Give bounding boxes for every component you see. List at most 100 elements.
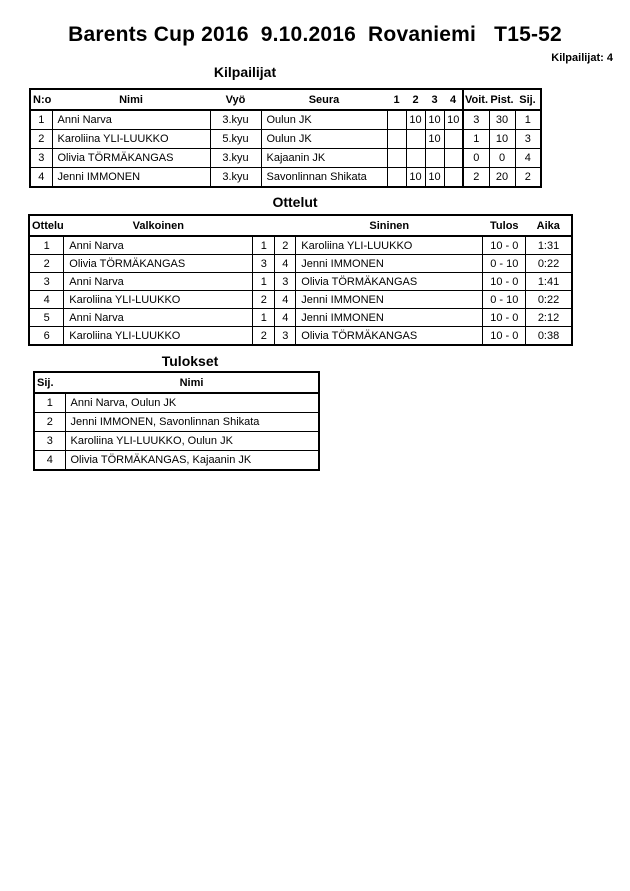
- cell: 4: [514, 148, 542, 168]
- column-header-nimi: Nimi: [65, 372, 319, 394]
- cell: [386, 148, 407, 168]
- column-header-valkoinen: Valkoinen: [63, 215, 253, 237]
- cell: Oulun JK: [260, 129, 388, 149]
- cell: 0: [488, 148, 516, 168]
- cell: Anni Narva, Oulun JK: [64, 392, 320, 413]
- cell: [405, 129, 426, 149]
- cell: 2: [33, 412, 66, 432]
- tulokset-table: Sij. Nimi 1 Anni Narva, Oulun JK 2 Jenni IMMO…: [33, 371, 320, 471]
- cell: [443, 129, 464, 149]
- cell: 1: [462, 129, 490, 149]
- cell: 3: [274, 326, 297, 346]
- table-row: 1 Anni Narva 3.kyu Oulun JK 10 10 10 3 30 1: [29, 109, 542, 130]
- column-header-vy: Vyö: [210, 89, 261, 111]
- cell: 3: [33, 431, 66, 451]
- cell: Karoliina YLI-LUUKKO: [295, 235, 484, 255]
- section-heading-ottelut: Ottelut: [272, 194, 318, 210]
- cell: [424, 148, 445, 168]
- cell: 2: [514, 167, 542, 188]
- cell: 0:22: [525, 290, 573, 309]
- cell: 10 - 0: [482, 326, 527, 346]
- cell: 10 - 0: [482, 235, 527, 255]
- competitors-count-label: Kilpailijat: 4: [551, 52, 613, 64]
- cell: 10 - 0: [482, 308, 527, 327]
- table-row: 2 Olivia TÖRMÄKANGAS 3 4 Jenni IMMONEN 0 - 10…: [28, 254, 573, 273]
- cell: 6: [28, 326, 65, 346]
- cell: Olivia TÖRMÄKANGAS: [63, 254, 254, 273]
- cell: 1: [33, 392, 66, 413]
- cell: 0 - 10: [482, 290, 527, 309]
- cell: Karoliina YLI-LUUKKO, Oulun JK: [64, 431, 320, 451]
- column-header-sij: Sij.: [515, 89, 541, 111]
- cell: 5: [28, 308, 65, 327]
- cell: 4: [274, 254, 297, 273]
- column-header-blank: [252, 215, 275, 237]
- cell: 3: [252, 254, 276, 273]
- table-row: 3 Karoliina YLI-LUUKKO, Oulun JK: [33, 431, 320, 451]
- column-header-4: 4: [444, 89, 463, 111]
- column-header-seura: Seura: [261, 89, 387, 111]
- cell: [443, 167, 464, 188]
- cell: Oulun JK: [260, 109, 388, 130]
- cell: 2: [28, 254, 65, 273]
- cell: 4: [274, 290, 297, 309]
- cell: Olivia TÖRMÄKANGAS, Kajaanin JK: [64, 450, 320, 471]
- column-header-n-o: N:o: [30, 89, 52, 111]
- cell: Savonlinnan Shikata: [260, 167, 388, 188]
- cell: 3.kyu: [209, 167, 262, 188]
- cell: 10: [424, 167, 445, 188]
- cell: 10: [424, 129, 445, 149]
- cell: 3: [28, 272, 65, 291]
- cell: 1: [252, 235, 276, 255]
- cell: 2: [252, 326, 276, 346]
- cell: 3: [514, 129, 542, 149]
- cell: Anni Narva: [63, 308, 254, 327]
- table-row: 3 Olivia TÖRMÄKANGAS 3.kyu Kajaanin JK 0 0 4: [29, 148, 542, 168]
- cell: 20: [488, 167, 516, 188]
- cell: [443, 148, 464, 168]
- column-header-pist: Pist.: [489, 89, 515, 111]
- cell: 4: [33, 450, 66, 471]
- kilpailijat-table: N:o Nimi Vyö Seura 1 2 3 4 Voit. Pist. Sij. 1 Anni N…: [29, 88, 542, 188]
- cell: 3: [29, 148, 53, 168]
- cell: Olivia TÖRMÄKANGAS: [51, 148, 211, 168]
- cell: 0 - 10: [482, 254, 527, 273]
- cell: [405, 148, 426, 168]
- table-row: 5 Anni Narva 1 4 Jenni IMMONEN 10 - 0 2:12: [28, 308, 573, 327]
- cell: [386, 129, 407, 149]
- cell: 10 - 0: [482, 272, 527, 291]
- cell: 0:38: [525, 326, 573, 346]
- column-header-blank: [274, 215, 296, 237]
- cell: 4: [29, 167, 53, 188]
- cell: 5.kyu: [209, 129, 262, 149]
- cell: 10: [405, 167, 426, 188]
- table-row: 4 Olivia TÖRMÄKANGAS, Kajaanin JK: [33, 450, 320, 471]
- cell: 1: [252, 272, 276, 291]
- column-header-2: 2: [406, 89, 425, 111]
- cell: 10: [424, 109, 445, 130]
- cell: Jenni IMMONEN, Savonlinnan Shikata: [64, 412, 320, 432]
- header-row: Sij. Nimi: [34, 372, 319, 394]
- column-header-1: 1: [387, 89, 406, 111]
- cell: Olivia TÖRMÄKANGAS: [295, 326, 484, 346]
- cell: 1: [252, 308, 276, 327]
- cell: [386, 167, 407, 188]
- cell: Anni Narva: [63, 235, 254, 255]
- column-header-ottelu: Ottelu: [29, 215, 64, 237]
- cell: 2:12: [525, 308, 573, 327]
- cell: Karoliina YLI-LUUKKO: [63, 290, 254, 309]
- cell: 10: [488, 129, 516, 149]
- table-row: 4 Jenni IMMONEN 3.kyu Savonlinnan Shikata 10…: [29, 167, 542, 188]
- page-title: Barents Cup 2016 9.10.2016 Rovaniemi T15…: [68, 23, 562, 46]
- cell: 3.kyu: [209, 109, 262, 130]
- cell: 1:41: [525, 272, 573, 291]
- column-header-aika: Aika: [525, 215, 572, 237]
- ottelut-table: Ottelu Valkoinen Sininen Tulos Aika 1 Anni Nar…: [28, 214, 573, 346]
- section-heading-tulokset: Tulokset: [161, 353, 219, 369]
- header-row: Ottelu Valkoinen Sininen Tulos Aika: [29, 215, 572, 237]
- cell: Jenni IMMONEN: [295, 254, 484, 273]
- column-header-tulos: Tulos: [482, 215, 526, 237]
- cell: Anni Narva: [51, 109, 211, 130]
